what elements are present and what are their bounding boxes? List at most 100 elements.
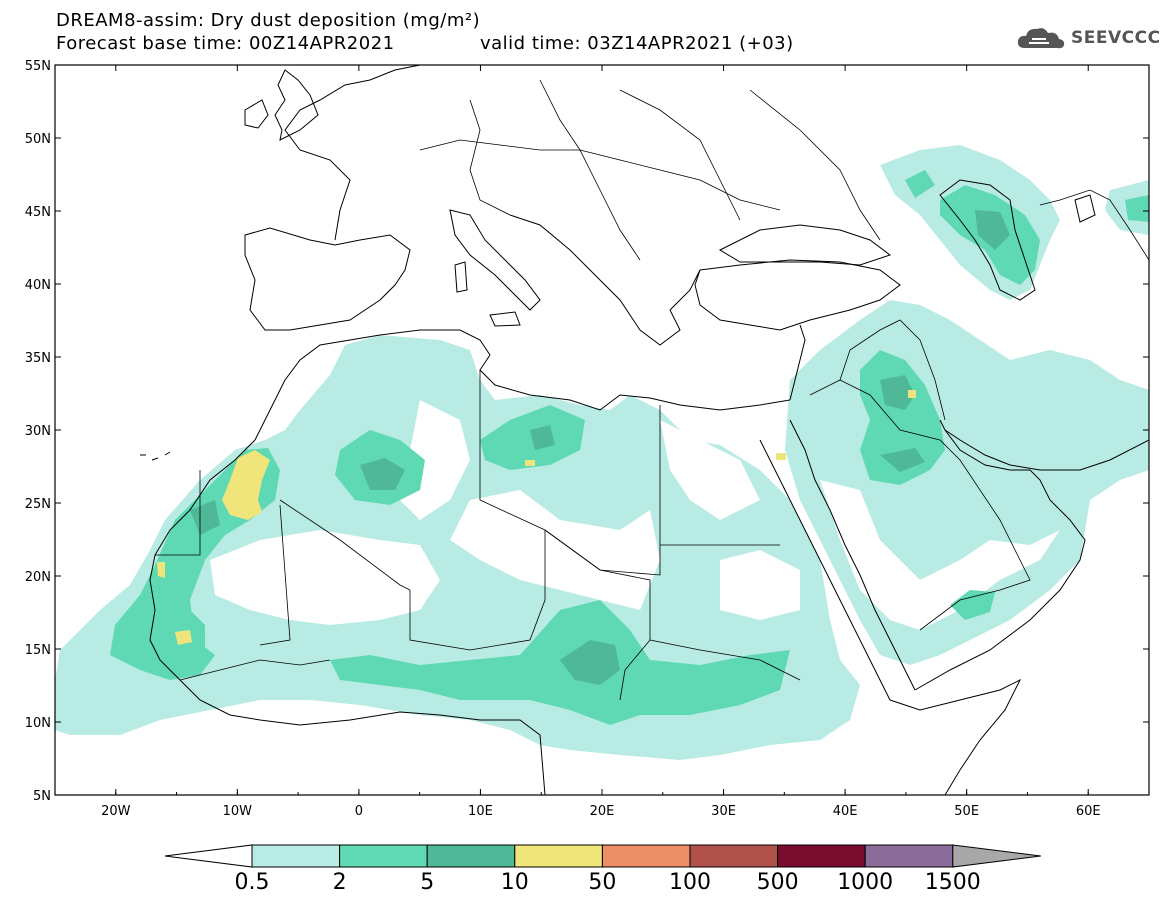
colorbar-bin — [601, 844, 691, 868]
coast-balkans — [509, 214, 701, 346]
lat-label: 50N — [25, 132, 51, 147]
coastlines — [140, 65, 1149, 795]
coast-canaries — [140, 451, 171, 461]
lat-label: 35N — [25, 351, 51, 366]
colorbar-bin — [426, 844, 516, 868]
field-dark-iraq — [880, 375, 915, 410]
coast-sicily — [489, 311, 521, 327]
border-iraq — [839, 319, 921, 381]
country-borders — [155, 79, 1149, 701]
logo-text: SEEVCCC — [1071, 28, 1161, 48]
lon-label: 30E — [711, 804, 736, 819]
longitude-axis: 20W 10W 0 10E 20E 30E 40E 50E 60E — [54, 65, 1150, 819]
colorbar-underflow — [164, 844, 253, 868]
deposition-5-10 — [190, 210, 1010, 685]
coast-levant — [789, 324, 806, 401]
field-westafrica-light — [55, 335, 860, 760]
field-east — [1125, 195, 1149, 222]
colorbar-bin — [777, 844, 866, 868]
seevccc-logo: SEEVCCC — [1015, 24, 1161, 52]
colorbar-label: 50 — [588, 870, 616, 895]
lat-label: 55N — [25, 59, 51, 74]
coast-caspian — [939, 179, 1036, 301]
border-mauritania — [155, 470, 201, 556]
border-mali-east — [259, 504, 291, 646]
colorbar-bin — [251, 844, 341, 868]
map-title: DREAM8-assim: Dry dust deposition (mg/m²… — [56, 10, 481, 31]
coast-black-sea — [718, 224, 892, 266]
field-dark-iraq2 — [880, 448, 925, 472]
coast-red-sea-east — [789, 419, 916, 691]
lon-label: 20E — [590, 804, 615, 819]
colorbar-bin — [514, 844, 603, 868]
field-yellow-sinai — [776, 453, 786, 460]
colorbar-bin — [339, 844, 428, 868]
lon-label: 40E — [833, 804, 858, 819]
valid-time: valid time: 03Z14APR2021 (+03) — [480, 33, 794, 54]
field-yellow-morocco — [222, 450, 270, 520]
latitude-axis: 55N 50N 45N 40N 35N 30N 25N 20N 15N 10N 5N — [25, 59, 1149, 804]
field-yellow-iraq — [908, 390, 916, 398]
border-niger — [409, 530, 546, 651]
colorbar-label: 1000 — [837, 870, 893, 895]
field-yellow-libya — [525, 460, 535, 466]
coast-sardinia — [454, 261, 468, 293]
border-chad — [544, 529, 651, 701]
border-europe-2 — [469, 99, 511, 216]
field-dark-libya — [530, 425, 555, 450]
lat-label: 20N — [25, 570, 51, 585]
hole-sahara-west — [210, 530, 440, 625]
deposition-10-50 — [157, 390, 916, 645]
colorbar-label: 5 — [420, 870, 434, 895]
border-europe-1 — [419, 139, 781, 211]
lon-label: 10E — [468, 804, 493, 819]
coast-italy — [449, 209, 541, 311]
colorbar: 0.5 2 5 10 50 100 500 1000 1500 — [164, 844, 1041, 895]
field-oman — [950, 590, 995, 620]
coast-iran — [944, 429, 1149, 471]
colorbar-bin — [864, 844, 954, 868]
lat-label: 5N — [33, 789, 51, 804]
lat-label: 40N — [25, 278, 51, 293]
hole-sahara-central — [450, 490, 660, 610]
hole-arabia — [820, 480, 1060, 630]
lon-label: 60E — [1076, 804, 1101, 819]
border-europe-5 — [749, 89, 881, 241]
colorbar-overflow — [952, 844, 1041, 868]
border-europe-3 — [539, 79, 641, 261]
border-saudi — [809, 379, 1031, 631]
field-dark-caspian — [975, 210, 1010, 250]
lon-label: 20W — [101, 804, 131, 819]
coast-arabia-east — [914, 419, 1086, 691]
field-dark-algeria — [360, 458, 405, 490]
coast-britain — [274, 69, 319, 141]
coast-north-africa — [254, 329, 791, 441]
border-iran-iraq — [919, 339, 946, 421]
lat-label: 45N — [25, 205, 51, 220]
deposition-holes — [210, 400, 1060, 630]
cloud-icon — [1017, 28, 1065, 49]
hole-egypt — [660, 420, 760, 520]
colorbar-label: 1500 — [925, 870, 981, 895]
border-algeria-mali — [279, 499, 411, 591]
coast-ireland — [244, 99, 269, 129]
coast-west-africa — [149, 439, 546, 795]
lat-label: 25N — [25, 497, 51, 512]
border-west-africa — [179, 659, 331, 681]
field-yellow-senegal — [175, 630, 192, 645]
field-yellow-mauritania — [157, 562, 165, 578]
colorbar-label: 100 — [669, 870, 711, 895]
lon-label: 50E — [954, 804, 979, 819]
border-sudan — [649, 639, 801, 681]
coast-turkey — [694, 259, 901, 331]
lon-label: 0 — [355, 804, 363, 819]
lat-label: 30N — [25, 424, 51, 439]
colorbar-bin — [689, 844, 779, 868]
field-dark-chad — [560, 640, 620, 685]
field-dark-wsahara — [190, 500, 220, 535]
hole-sudan — [720, 550, 800, 620]
field-sahel — [330, 600, 790, 725]
lon-label: 10W — [223, 804, 253, 819]
lat-label: 10N — [25, 716, 51, 731]
